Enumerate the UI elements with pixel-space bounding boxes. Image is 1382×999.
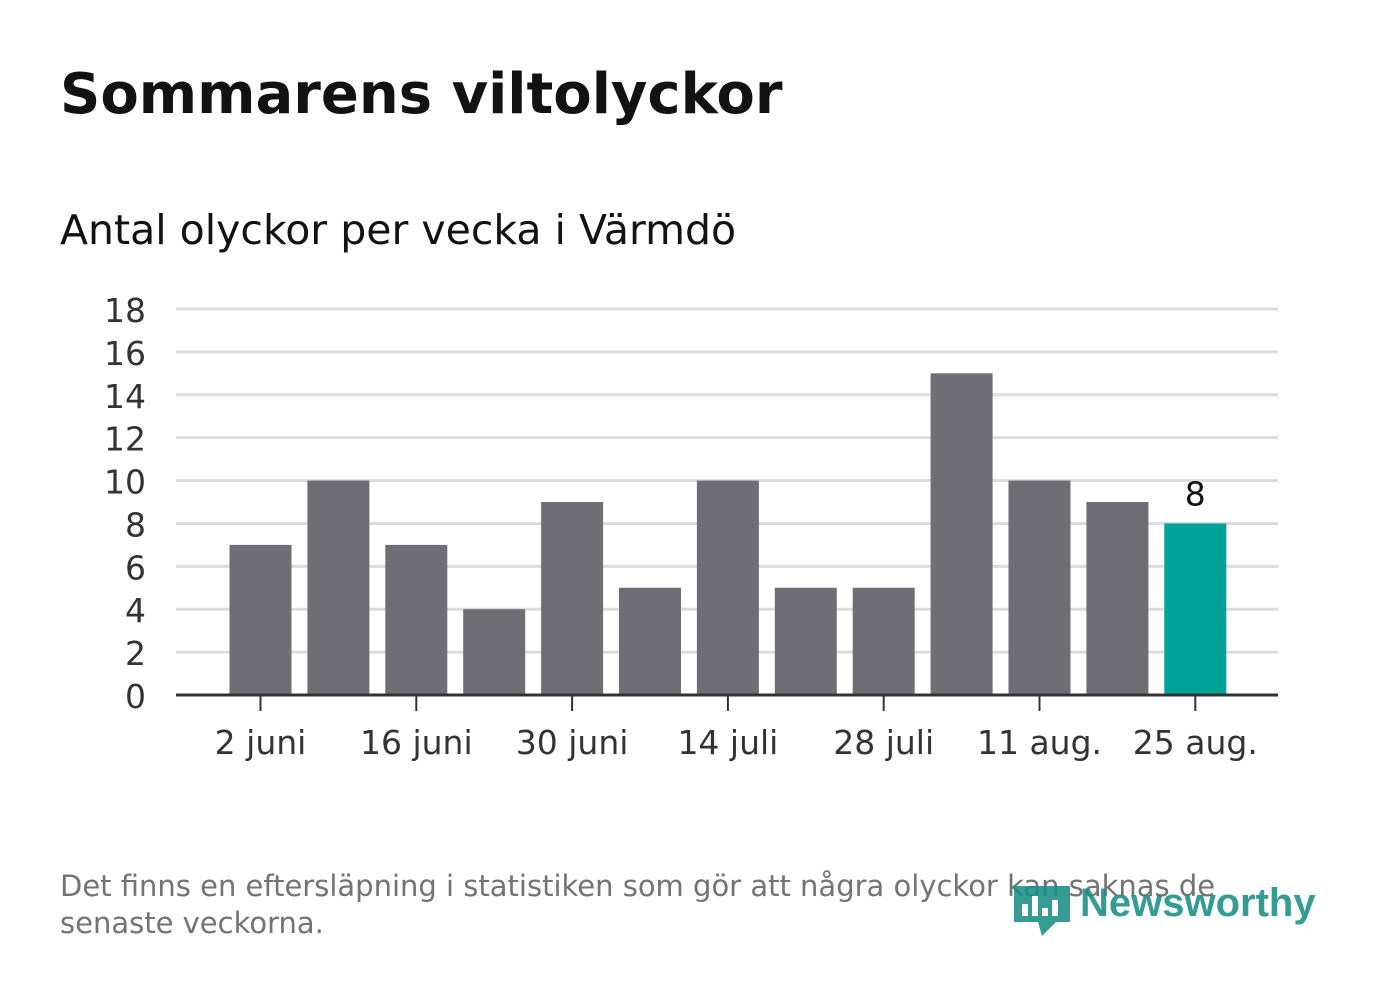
bar-30-juni: [541, 502, 604, 695]
y-tick-label: 10: [104, 463, 146, 502]
data-labels: 8: [1185, 474, 1206, 513]
newsworthy-logo: Newsworthy: [1010, 878, 1330, 944]
x-axis-ticks: 2 juni 16 juni 30 juni 14 juli 28 juli 11 aug…: [215, 695, 1258, 762]
data-label: 8: [1185, 474, 1206, 513]
y-tick-label: 18: [104, 291, 146, 330]
y-tick-label: 14: [104, 377, 146, 416]
bar-16-juni: [385, 544, 448, 695]
x-tick-label: 25 aug.: [1133, 723, 1258, 762]
bar-21-juli: [774, 587, 837, 695]
bar-11-aug: [1008, 480, 1071, 695]
y-tick-label: 4: [125, 591, 146, 630]
y-tick-label: 12: [104, 420, 146, 459]
logo-text: Newsworthy: [1080, 881, 1316, 925]
bar-14-juli: [696, 480, 759, 695]
bar-9-juni: [307, 480, 370, 695]
x-tick-label: 2 juni: [215, 723, 307, 762]
x-tick-label: 11 aug.: [977, 723, 1102, 762]
chart-subtitle: Antal olyckor per vecka i Värmdö: [60, 206, 737, 254]
bar-4-aug: [930, 373, 993, 695]
bar-25-aug: [1164, 523, 1227, 695]
x-tick-label: 16 juni: [360, 723, 473, 762]
x-tick-label: 30 juni: [516, 723, 629, 762]
bar-18-aug: [1086, 502, 1149, 695]
x-tick-label: 28 juli: [833, 723, 934, 762]
y-tick-label: 0: [125, 677, 146, 716]
y-tick-label: 6: [125, 548, 146, 587]
bar-23-juni: [463, 609, 526, 695]
bars: [229, 373, 1227, 695]
bar-28-juli: [852, 587, 915, 695]
y-axis-ticks: 0 2 4 6 810 12 14 16 18: [104, 291, 146, 716]
chart-title: Sommarens viltolyckor: [60, 62, 783, 127]
bar-7-juli: [619, 587, 681, 695]
y-tick-label: 16: [104, 334, 146, 373]
bar-chart-badge-icon: [1014, 886, 1070, 936]
bar-2-juni: [229, 544, 292, 695]
y-tick-label: 2: [125, 634, 146, 673]
y-tick-label: 8: [125, 505, 146, 544]
x-tick-label: 14 juli: [677, 723, 778, 762]
